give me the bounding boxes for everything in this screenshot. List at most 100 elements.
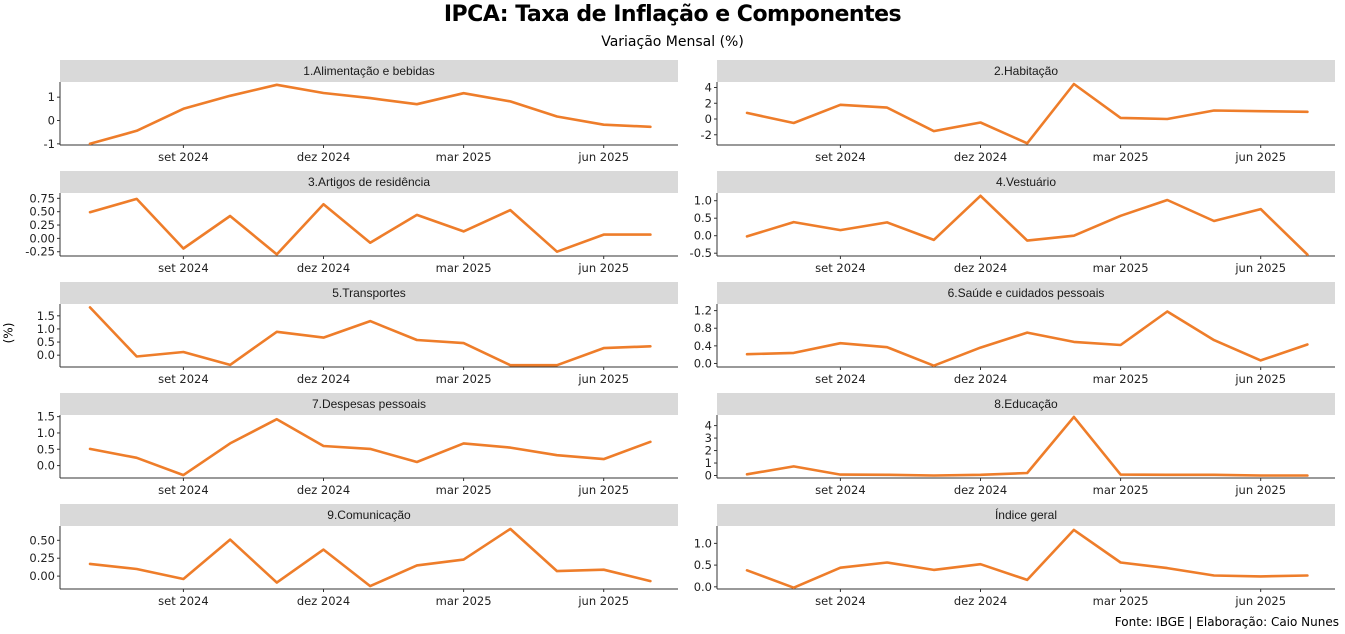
x-tick-label: mar 2025 [1093,150,1149,164]
panel-title: 7.Despesas pessoais [312,397,426,411]
x-tick-label: mar 2025 [436,594,492,608]
x-tick-label: dez 2024 [297,150,350,164]
y-tick-label: 1.5 [37,309,55,323]
y-tick-label: 0.5 [37,335,55,349]
panel-strip [717,504,1335,526]
x-tick-label: jun 2025 [577,594,629,608]
panel-1: 1.Alimentação e bebidas -1 0 1 set 2024 dez 2… [44,60,678,164]
panel-title: 4.Vestuário [996,175,1056,189]
y-tick-label: 0.4 [694,339,712,353]
x-tick-label: set 2024 [815,594,866,608]
x-tick-label: mar 2025 [436,483,492,497]
y-tick-label: 0 [705,469,712,483]
panel-9: 9.Comunicação 0.00 0.25 0.50 set 2024 dez 202… [29,504,678,608]
x-tick-label: mar 2025 [436,150,492,164]
panel-6: 6.Saúde e cuidados pessoais 0.0 0.4 0.8 1.2 s… [694,282,1335,386]
panel-7: 7.Despesas pessoais 0.0 0.5 1.0 1.5 set 2024 d… [37,393,678,497]
x-tick-label: dez 2024 [954,594,1007,608]
y-tick-label: 0 [48,114,55,128]
y-tick-label: 1.5 [37,410,55,424]
chart-subtitle: Variação Mensal (%) [601,34,744,50]
y-tick-label: 0.5 [694,558,712,572]
y-tick-label: 0.00 [29,569,55,583]
y-tick-label: -2 [701,128,712,142]
panel-10: Índice geral 0.0 0.5 1.0 set 2024 dez 2024 mar… [694,504,1335,608]
x-tick-label: dez 2024 [954,483,1007,497]
panel-title: 1.Alimentação e bebidas [303,64,434,78]
x-tick-label: mar 2025 [1093,594,1149,608]
x-tick-label: jun 2025 [1234,150,1286,164]
x-tick-label: set 2024 [158,261,209,275]
x-tick-label: jun 2025 [577,372,629,386]
panel-title: 8.Educação [994,397,1058,411]
x-tick-label: mar 2025 [436,372,492,386]
y-tick-label: 0.8 [694,321,712,335]
series-line [745,194,1309,256]
y-tick-label: 0.25 [29,218,55,232]
x-tick-label: dez 2024 [297,483,350,497]
x-tick-label: jun 2025 [1234,261,1286,275]
x-tick-label: jun 2025 [1234,372,1286,386]
y-tick-label: 0 [705,112,712,126]
x-tick-label: set 2024 [815,150,866,164]
panel-3: 3.Artigos de residência -0.250.000.250.50… [25,171,678,275]
panel-title: 3.Artigos de residência [308,175,430,189]
x-tick-label: set 2024 [815,483,866,497]
series-line [745,415,1309,477]
y-tick-label: 0.0 [694,580,712,594]
y-tick-label: 2 [705,96,712,110]
panel-5: 5.Transportes 0.00.51.01.5 set 2024 dez 202… [37,282,678,386]
panel-title: 2.Habitação [994,64,1058,78]
y-tick-label: 1.0 [37,322,55,336]
x-tick-label: mar 2025 [1093,483,1149,497]
panel-strip [717,282,1335,304]
series-line [745,310,1309,368]
y-tick-label: 1.0 [37,426,55,440]
y-tick-label: 0.75 [29,191,55,205]
x-tick-label: jun 2025 [577,483,629,497]
x-tick-label: dez 2024 [297,594,350,608]
y-tick-label: 3 [705,431,712,445]
x-tick-label: mar 2025 [436,261,492,275]
x-tick-label: set 2024 [158,594,209,608]
panel-4: 4.Vestuário -0.5 0.0 0.5 1.0 set 2024 dez 2024… [690,171,1335,275]
y-tick-label: 0.5 [694,211,712,225]
y-tick-label: 0.0 [694,356,712,370]
x-tick-label: jun 2025 [1234,483,1286,497]
x-tick-label: dez 2024 [954,261,1007,275]
chart-title: IPCA: Taxa de Inflação e Componentes [443,2,902,27]
panel-strip [60,282,678,304]
y-tick-label: 1.0 [694,194,712,208]
series-line [745,82,1309,145]
x-tick-label: set 2024 [158,372,209,386]
panel-strip [60,393,678,415]
x-tick-label: jun 2025 [1234,594,1286,608]
y-tick-label: 0.50 [29,205,55,219]
y-tick-label: 1.0 [694,536,712,550]
y-tick-label: -0.25 [25,245,55,259]
series-line [88,306,652,367]
series-line [88,417,652,477]
y-tick-label: -0.5 [690,246,712,260]
y-tick-label: 0.0 [37,459,55,473]
x-tick-label: set 2024 [158,150,209,164]
panel-strip [717,60,1335,82]
x-tick-label: dez 2024 [954,372,1007,386]
y-tick-label: 0.5 [37,442,55,456]
y-tick-label: -1 [44,137,55,151]
series-line [88,527,652,588]
panel-strip [717,171,1335,193]
y-tick-label: 1.2 [694,304,712,318]
panel-title: 5.Transportes [332,286,406,300]
panel-title: Índice geral [995,507,1057,522]
x-tick-label: dez 2024 [954,150,1007,164]
series-line [88,197,652,256]
x-tick-label: set 2024 [815,261,866,275]
panel-strip [60,504,678,526]
x-tick-label: mar 2025 [1093,372,1149,386]
x-tick-label: jun 2025 [577,261,629,275]
x-tick-label: dez 2024 [297,261,350,275]
panel-title: 9.Comunicação [327,508,411,522]
